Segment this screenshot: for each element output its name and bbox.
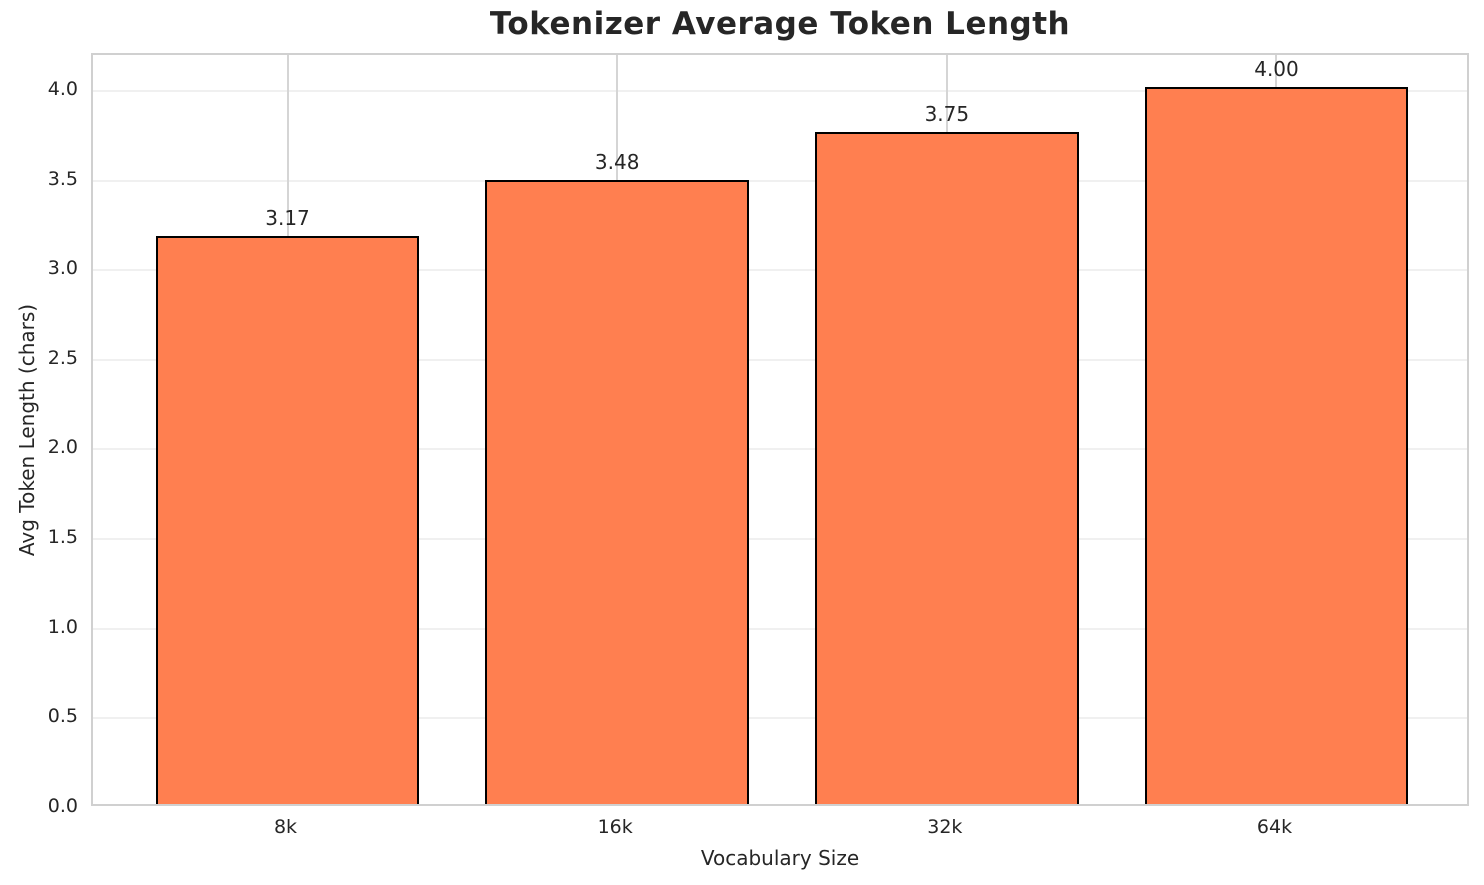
- horizontal-gridline: [93, 89, 1467, 92]
- horizontal-gridline: [93, 448, 1467, 451]
- bar-value-label: 3.48: [594, 150, 640, 175]
- bar-value-label: 4.00: [1254, 56, 1299, 81]
- horizontal-gridline: [93, 717, 1467, 720]
- bar-value-label: 3.17: [265, 205, 310, 230]
- horizontal-gridline: [93, 358, 1467, 361]
- bar-64k: [1144, 86, 1409, 804]
- horizontal-gridline: [93, 269, 1467, 272]
- bar-32k: [814, 131, 1079, 804]
- bar-8k: [155, 235, 420, 804]
- chart-title: Tokenizer Average Token Length: [489, 6, 1071, 42]
- y-tick-label: 3.0: [47, 257, 78, 280]
- y-tick-label: 1.0: [47, 615, 78, 638]
- horizontal-gridline: [93, 179, 1467, 182]
- y-tick-label: 1.5: [47, 526, 78, 549]
- y-tick-label: 0.0: [47, 795, 78, 817]
- horizontal-gridline: [93, 538, 1467, 541]
- x-tick-label-8k: 8k: [273, 816, 298, 838]
- y-tick-label: 4.0: [47, 77, 78, 100]
- x-tick-label-64k: 64k: [1256, 816, 1293, 838]
- bar-16k: [485, 180, 750, 804]
- plot-area: 3.17 3.48 3.75 4.00: [91, 53, 1469, 806]
- bar-value-label: 3.75: [924, 101, 970, 126]
- x-tick-label-16k: 16k: [597, 816, 633, 838]
- y-tick-label: 0.5: [47, 705, 78, 728]
- x-axis-label: Vocabulary Size: [700, 846, 860, 870]
- horizontal-gridline: [93, 627, 1467, 630]
- y-tick-label: 3.5: [47, 167, 78, 190]
- y-tick-label: 2.5: [47, 346, 78, 369]
- y-axis-label: Avg Token Length (chars): [15, 303, 39, 557]
- x-tick-label-32k: 32k: [927, 816, 963, 838]
- y-tick-label: 2.0: [47, 436, 78, 459]
